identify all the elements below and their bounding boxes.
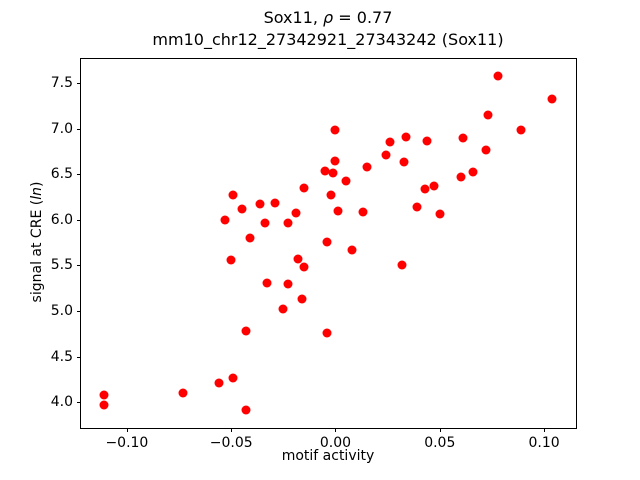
data-point (381, 150, 391, 160)
data-point (262, 278, 272, 288)
x-axis-tick-label: 0.00 (319, 435, 352, 451)
data-point (99, 400, 109, 410)
rho-value: = 0.77 (333, 8, 393, 27)
data-point (299, 183, 309, 193)
data-point (333, 206, 343, 216)
data-point (322, 237, 332, 247)
data-point (493, 71, 503, 81)
data-point (228, 373, 238, 383)
chart-title-line1: Sox11, ρ = 0.77 (80, 7, 576, 29)
title-gene-name: Sox11, (263, 8, 324, 27)
data-point (241, 405, 251, 415)
x-axis-tick-label: 0.10 (528, 435, 560, 451)
x-axis-tick (544, 428, 546, 432)
data-point (330, 156, 340, 166)
chart-title: Sox11, ρ = 0.77 mm10_chr12_27342921_2734… (80, 7, 576, 51)
y-axis-tick-label: 5.0 (50, 303, 73, 320)
y-axis-label-ln: ln (29, 187, 45, 200)
data-point (435, 209, 445, 219)
data-point (347, 245, 357, 255)
data-point (178, 388, 188, 398)
data-point (362, 162, 372, 172)
y-axis-tick-label: 4.5 (50, 348, 73, 365)
data-point (241, 326, 251, 336)
x-axis-tick-label: −0.05 (209, 435, 253, 451)
data-point (220, 215, 230, 225)
y-axis-tick (77, 219, 81, 221)
data-point (458, 133, 468, 143)
data-point (322, 328, 332, 338)
data-point (412, 202, 422, 212)
x-axis-tick (335, 428, 337, 432)
data-point (401, 132, 411, 142)
x-axis-tick (126, 428, 128, 432)
data-point (260, 218, 270, 228)
data-point (341, 176, 351, 186)
data-point (228, 190, 238, 200)
data-point (516, 125, 526, 135)
y-axis-tick (77, 356, 81, 358)
y-axis-label-paren: ) (29, 181, 45, 188)
data-point (293, 254, 303, 264)
data-point (468, 167, 478, 176)
data-point (226, 255, 236, 265)
data-point (99, 390, 109, 400)
data-point (278, 304, 288, 314)
x-axis-tick (231, 428, 233, 432)
x-axis-tick-label: −0.10 (105, 435, 149, 451)
y-axis-tick (77, 402, 81, 404)
y-axis-tick-label: 5.5 (50, 257, 73, 274)
data-point (214, 378, 224, 388)
data-point (320, 166, 330, 176)
data-point (420, 184, 430, 194)
data-point (283, 279, 292, 289)
data-point (299, 262, 309, 272)
data-point (283, 218, 292, 228)
data-point (481, 145, 491, 155)
data-point (237, 204, 247, 214)
data-point (397, 260, 407, 270)
chart-title-line2: mm10_chr12_27342921_27343242 (Sox11) (152, 30, 504, 49)
data-point (547, 94, 557, 104)
data-point (330, 125, 340, 135)
data-point (422, 136, 432, 145)
y-axis-tick (77, 265, 81, 267)
data-point (385, 137, 395, 147)
data-point (291, 208, 301, 218)
y-axis-tick-label: 7.0 (50, 120, 73, 137)
y-axis-tick-label: 6.0 (50, 211, 73, 228)
data-point (429, 181, 439, 191)
data-point (399, 157, 409, 167)
y-axis-tick (77, 128, 81, 130)
y-axis-tick-label: 6.5 (50, 166, 73, 183)
data-point (255, 199, 265, 209)
y-axis-tick-label: 4.0 (50, 394, 73, 411)
data-point (358, 207, 368, 217)
data-point (326, 190, 336, 200)
y-axis-label-text: signal at CRE ( (29, 199, 45, 303)
rho-symbol: ρ (323, 8, 334, 27)
y-axis-label: signal at CRE (ln) (29, 182, 45, 303)
x-axis-label: motif activity (281, 448, 375, 464)
y-axis-tick (77, 174, 81, 176)
x-axis-tick-label: 0.05 (424, 435, 456, 451)
data-point (328, 168, 338, 178)
data-point (483, 110, 493, 120)
data-point (245, 233, 255, 243)
data-point (297, 294, 307, 304)
data-point (456, 172, 466, 182)
y-axis-tick (77, 83, 81, 85)
y-axis-tick-label: 7.5 (50, 75, 73, 92)
y-axis-tick (77, 311, 81, 313)
plot-area: −0.10 −0.05 0.00 0.05 0.10 4.0 4.5 5.0 5.5 6.0 6.5… (51, 58, 577, 451)
x-axis-tick (439, 428, 441, 432)
data-point (270, 198, 280, 207)
